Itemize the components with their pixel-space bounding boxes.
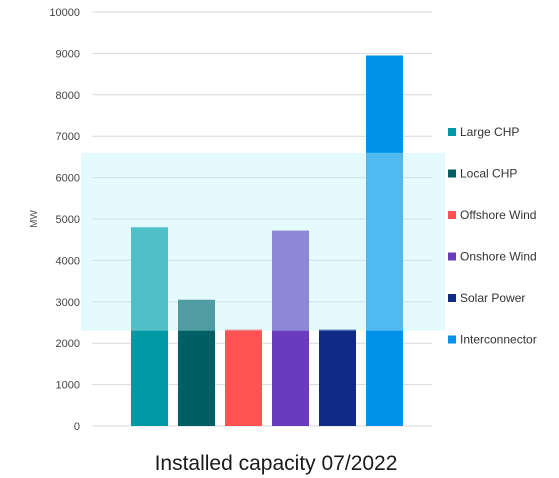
y-tick-label: 10000: [49, 7, 80, 19]
legend-label: Solar Power: [460, 291, 525, 305]
y-tick-label: 3000: [56, 297, 80, 309]
legend-swatch: [448, 252, 456, 261]
y-tick-label: 9000: [56, 48, 80, 60]
legend-label: Offshore Wind: [460, 208, 536, 222]
legend: Large CHP Local CHP Offshore Wind Onshore W…: [448, 125, 537, 347]
legend-label: Local CHP: [460, 167, 517, 181]
y-tick-label: 7000: [56, 131, 80, 143]
bar-large-chp: [131, 227, 168, 426]
y-axis-label: MW: [29, 210, 40, 228]
bar-local-chp: [178, 299, 215, 426]
bars: [131, 55, 403, 426]
y-tick-label: 5000: [56, 214, 80, 226]
y-tick-label: 2000: [56, 338, 80, 350]
band-overlay: [81, 152, 445, 331]
bar-offshore-wind: [225, 329, 262, 426]
highlight-band: [81, 152, 445, 331]
bar-solar-power: [319, 329, 356, 426]
legend-label: Large CHP: [460, 125, 519, 139]
bar-interconnector: [366, 55, 403, 426]
legend-swatch: [448, 128, 456, 136]
y-tick-label: 1000: [56, 380, 80, 392]
y-tick-label: 4000: [56, 255, 80, 267]
y-tick-label: 0: [74, 421, 80, 433]
legend-label: Onshore Wind: [460, 250, 537, 264]
y-tick-label: 8000: [56, 90, 80, 102]
legend-swatch: [448, 335, 456, 344]
legend-swatch: [448, 211, 456, 219]
y-axis-ticks: 0 1000 2000 3000 4000 5000 6000 7000 8000 9000 100…: [49, 7, 80, 433]
bar-onshore-wind: [272, 230, 309, 426]
legend-label: Interconnector: [460, 333, 537, 347]
legend-swatch: [448, 169, 456, 178]
chart-title: Installed capacity 07/2022: [155, 452, 398, 475]
legend-swatch: [448, 294, 456, 302]
y-tick-label: 6000: [56, 173, 80, 185]
